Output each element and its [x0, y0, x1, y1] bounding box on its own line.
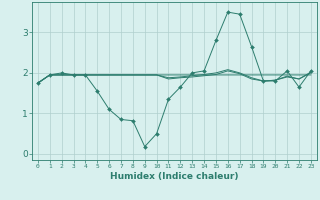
X-axis label: Humidex (Indice chaleur): Humidex (Indice chaleur)	[110, 172, 239, 181]
